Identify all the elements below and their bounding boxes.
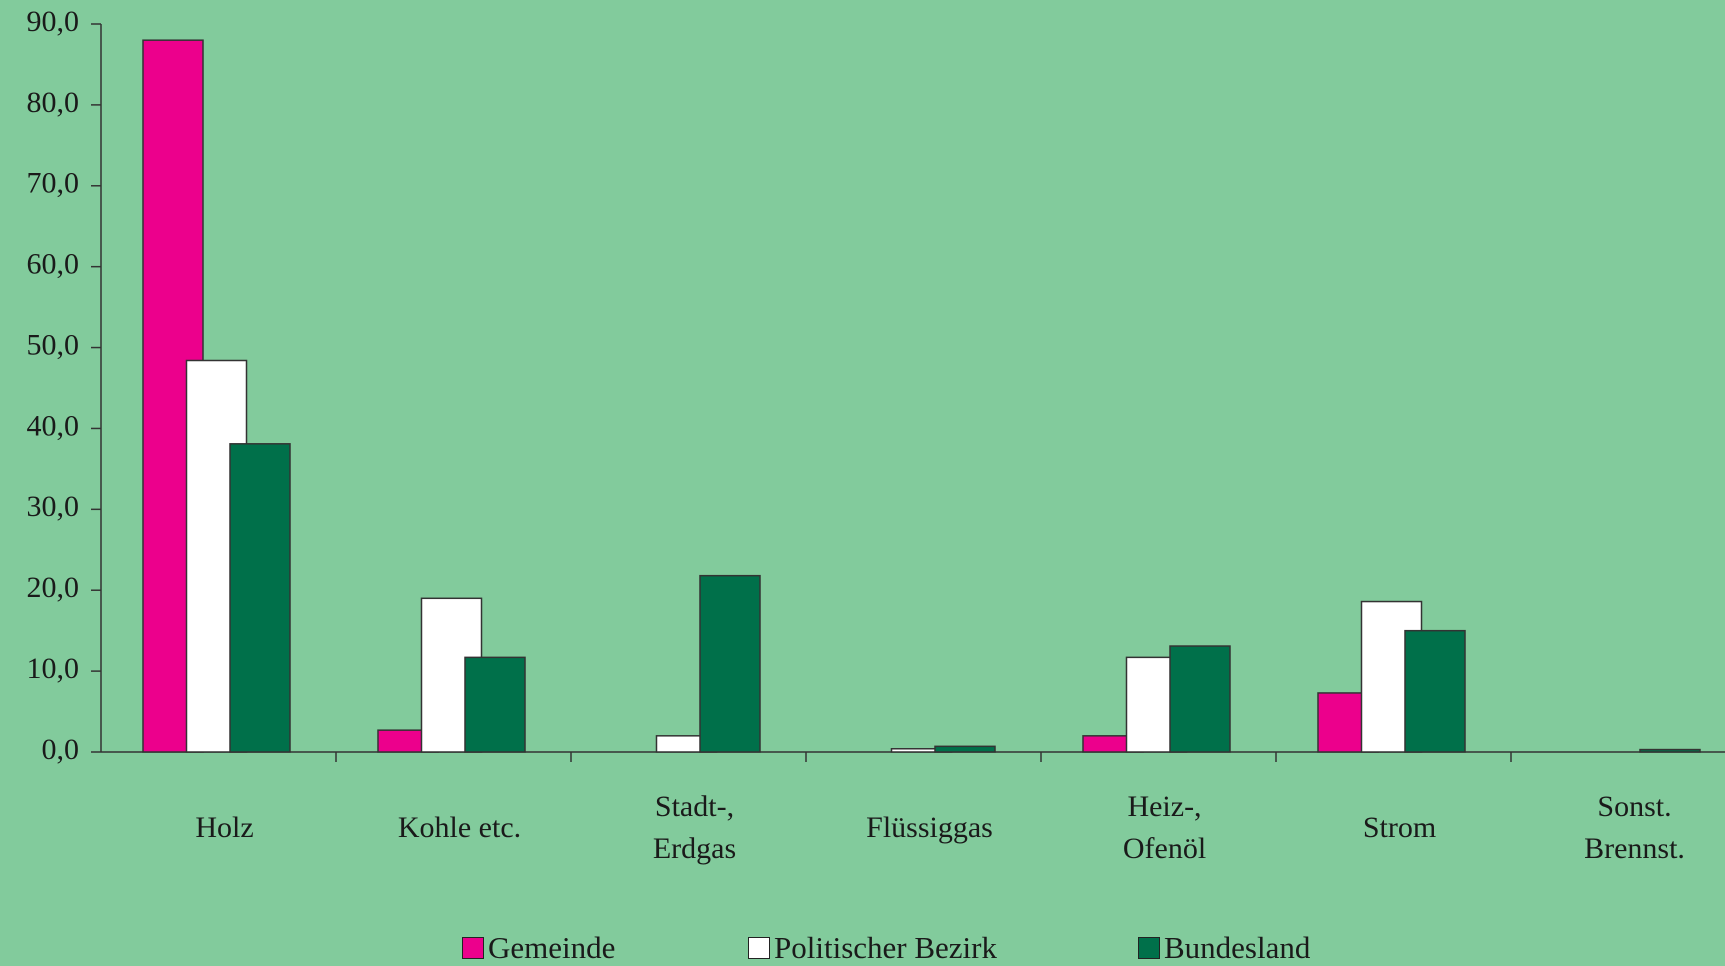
y-tick-label: 0,0: [42, 733, 80, 766]
x-tick-label: Strom: [1290, 807, 1510, 849]
x-tick-label: Sonst. Brennst.: [1525, 786, 1725, 870]
x-tick-label: Stadt-, Erdgas: [585, 786, 805, 870]
legend-label: Gemeinde: [488, 930, 615, 966]
bar: [700, 576, 760, 752]
y-tick-label: 60,0: [27, 248, 80, 281]
bar: [935, 746, 995, 752]
x-tick-label: Flüssiggas: [820, 807, 1040, 849]
x-tick-label: Heiz-, Ofenöl: [1055, 786, 1275, 870]
bar: [1640, 750, 1700, 752]
bar: [230, 444, 290, 752]
y-tick-label: 20,0: [27, 571, 80, 604]
legend-swatch: [1138, 937, 1160, 959]
legend-label: Bundesland: [1164, 930, 1310, 966]
legend-item: Gemeinde: [462, 930, 615, 966]
bar: [465, 657, 525, 752]
y-tick-label: 70,0: [27, 167, 80, 200]
legend-swatch: [748, 937, 770, 959]
legend-item: Politischer Bezirk: [748, 930, 997, 966]
bar: [1170, 646, 1230, 752]
y-tick-label: 50,0: [27, 328, 80, 361]
y-tick-label: 30,0: [27, 490, 80, 523]
y-tick-label: 90,0: [27, 5, 80, 38]
x-tick-label: Holz: [115, 807, 335, 849]
legend-item: Bundesland: [1138, 930, 1310, 966]
y-tick-label: 10,0: [27, 652, 80, 685]
bar: [1405, 631, 1465, 752]
legend-label: Politischer Bezirk: [774, 930, 997, 966]
y-tick-label: 40,0: [27, 409, 80, 442]
y-tick-label: 80,0: [27, 86, 80, 119]
legend-swatch: [462, 937, 484, 959]
x-tick-label: Kohle etc.: [350, 807, 570, 849]
